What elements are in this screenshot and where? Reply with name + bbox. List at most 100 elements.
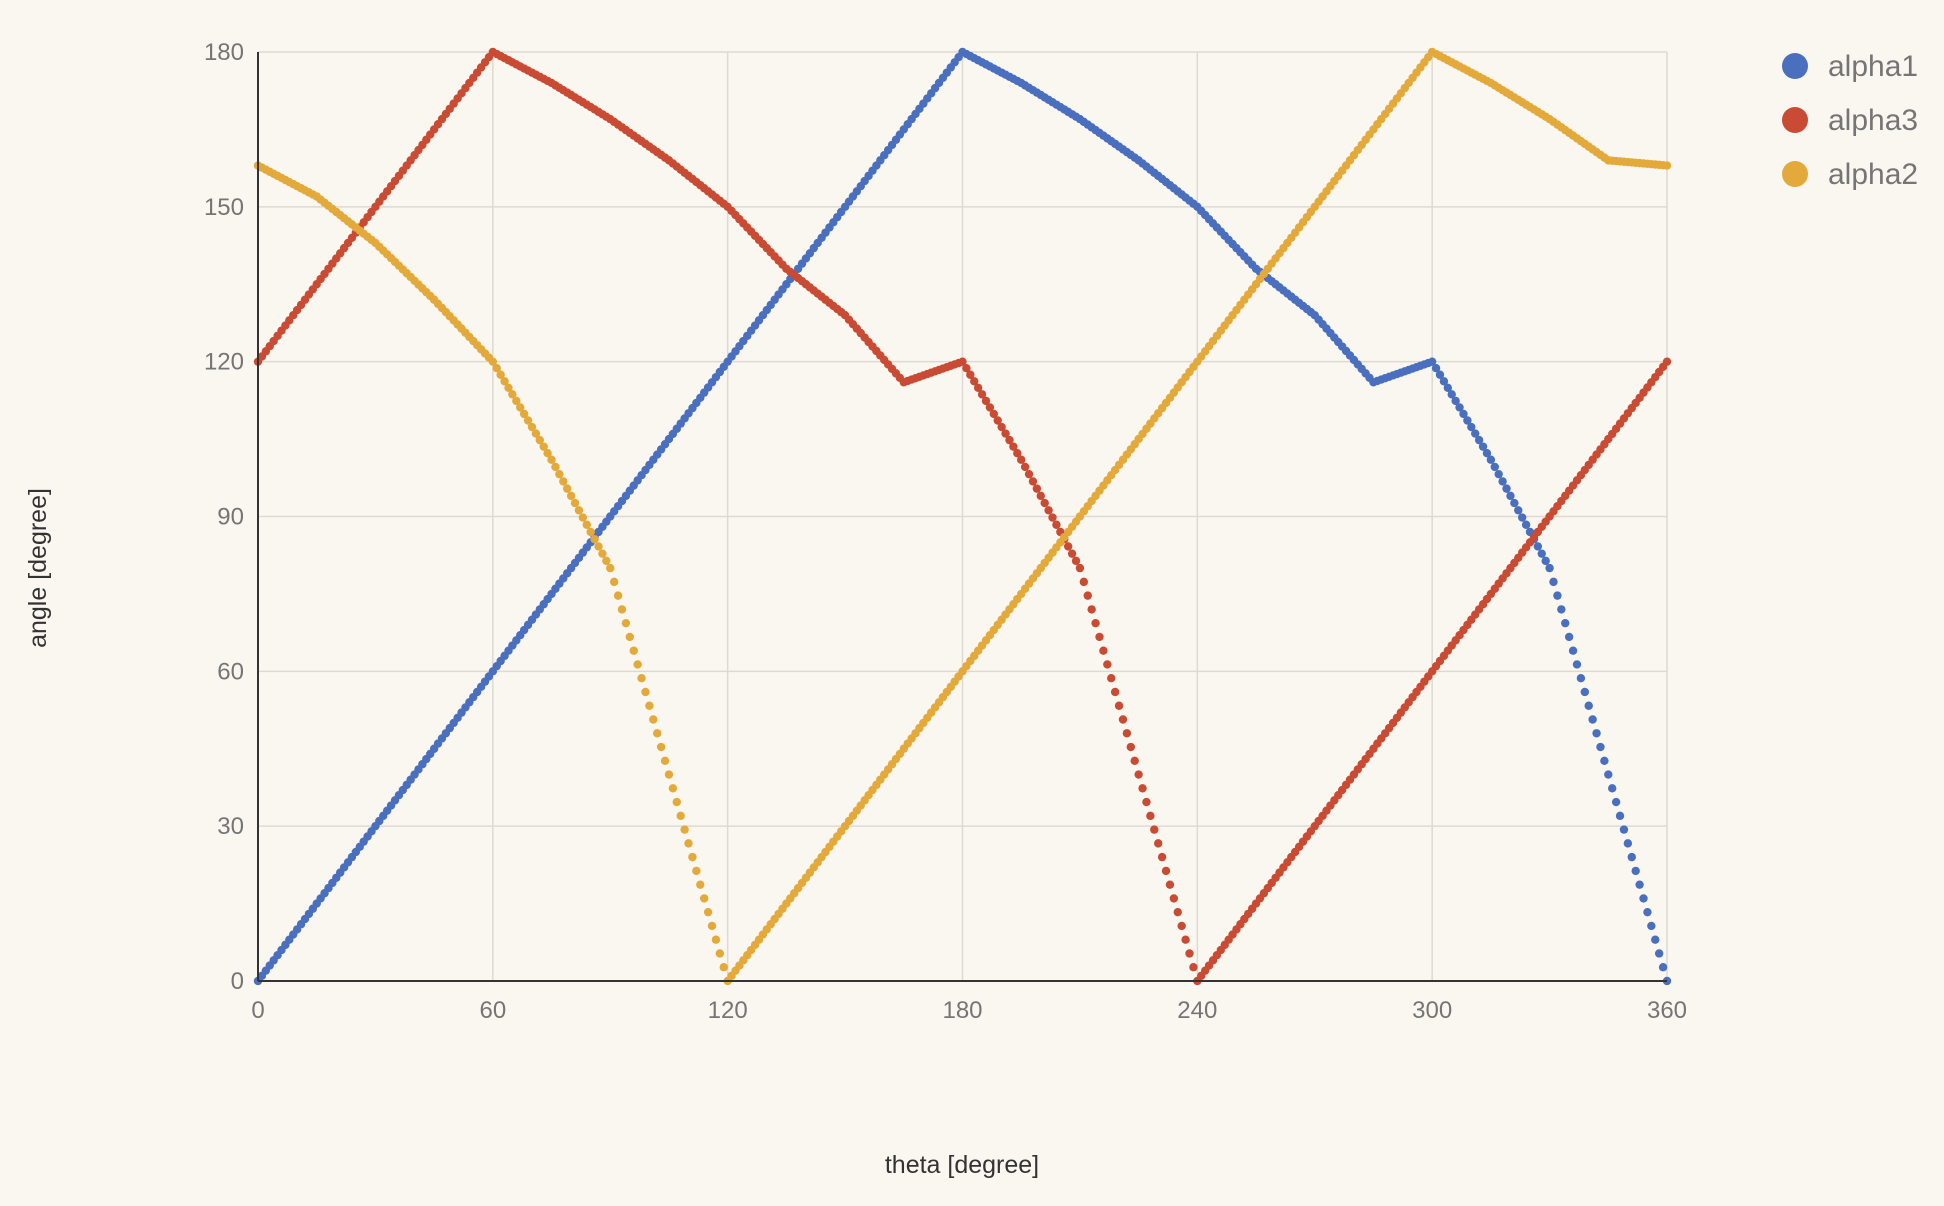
axes: 0 60 120 180 240 300 360 0 30 60 90 120 150 180 — [204, 39, 1687, 1024]
data-point — [1114, 701, 1124, 710]
legend-label-alpha1: alpha1 — [1828, 50, 1918, 83]
data-point — [692, 866, 701, 876]
data-point — [633, 660, 642, 669]
data-point — [1510, 498, 1519, 508]
data-point — [1517, 513, 1527, 522]
data-point — [1118, 715, 1128, 724]
data-point — [1588, 715, 1597, 724]
data-point — [1561, 618, 1570, 628]
data-point — [696, 880, 705, 889]
data-point — [625, 632, 635, 642]
data-point — [1545, 563, 1554, 573]
data-point — [1075, 563, 1085, 573]
data-point — [1580, 687, 1590, 697]
legend-marker-alpha1 — [1782, 53, 1808, 79]
y-tick-label: 120 — [204, 349, 244, 376]
data-point — [1658, 963, 1668, 972]
data-point — [570, 498, 580, 508]
data-point — [1052, 520, 1061, 529]
data-point — [1576, 674, 1586, 683]
data-point — [562, 484, 572, 493]
data-point — [1471, 429, 1480, 438]
data-point — [1615, 811, 1625, 821]
data-point — [1647, 921, 1656, 931]
data-point — [519, 409, 529, 419]
data-point — [1584, 701, 1593, 710]
data-point — [1651, 935, 1660, 944]
x-tick-label: 180 — [942, 997, 982, 1024]
data-point — [598, 549, 607, 558]
data-point — [1087, 605, 1096, 614]
x-axis-title: theta [degree] — [885, 1151, 1039, 1179]
grid — [258, 51, 1668, 981]
data-point — [1427, 357, 1437, 366]
data-point — [1048, 513, 1057, 522]
data-point — [1157, 852, 1167, 862]
plot-area — [253, 47, 1672, 986]
data-point — [699, 894, 709, 903]
legend: alpha1 alpha3 alpha2 — [1782, 50, 1918, 191]
data-point — [504, 383, 513, 393]
y-tick-label: 60 — [217, 658, 244, 685]
data-point — [1134, 770, 1143, 779]
data-point — [1020, 462, 1030, 472]
data-point — [645, 701, 654, 710]
data-point — [664, 770, 674, 779]
data-point — [1478, 442, 1488, 451]
data-point — [1173, 907, 1182, 917]
data-point — [1161, 866, 1171, 876]
data-point — [703, 907, 713, 917]
legend-label-alpha3: alpha3 — [1828, 104, 1918, 137]
x-tick-label: 360 — [1647, 997, 1687, 1024]
data-point — [1439, 377, 1449, 386]
data-point — [1541, 556, 1550, 566]
data-point — [993, 416, 1002, 425]
data-point — [1455, 403, 1464, 412]
data-point — [1564, 632, 1574, 642]
data-point — [1494, 469, 1503, 479]
data-point — [977, 390, 987, 399]
data-point — [1486, 455, 1496, 464]
data-point — [672, 797, 681, 807]
data-point — [1557, 605, 1566, 614]
data-point — [958, 357, 967, 366]
data-point — [715, 949, 725, 958]
data-point — [547, 455, 556, 464]
data-point — [1514, 506, 1523, 515]
data-point — [707, 921, 717, 931]
y-tick-label: 90 — [217, 504, 244, 531]
data-point — [1643, 907, 1652, 917]
data-point — [539, 442, 548, 451]
data-point — [1631, 866, 1640, 876]
data-point — [1177, 921, 1186, 931]
data-point — [555, 469, 564, 479]
data-point — [656, 742, 666, 752]
data-point — [1036, 491, 1045, 501]
data-point — [512, 396, 521, 406]
data-point — [1138, 784, 1147, 793]
data-point — [676, 811, 685, 821]
data-point — [1040, 498, 1049, 508]
data-point — [649, 715, 658, 724]
data-point — [1451, 396, 1460, 406]
data-point — [1447, 390, 1456, 399]
data-point — [1608, 784, 1617, 793]
data-point — [1067, 549, 1077, 558]
data-point — [711, 935, 721, 944]
data-point — [1611, 797, 1621, 807]
y-tick-label: 30 — [217, 813, 244, 840]
data-point — [559, 477, 568, 486]
data-point — [1549, 577, 1558, 587]
data-point — [1130, 756, 1139, 765]
data-point — [962, 364, 971, 373]
data-point — [653, 729, 662, 738]
legend-label-alpha2: alpha2 — [1828, 158, 1918, 191]
data-point — [1654, 949, 1664, 958]
data-point — [1063, 542, 1073, 551]
data-point — [1521, 520, 1531, 529]
data-point — [1024, 469, 1034, 479]
series-alpha3 — [253, 47, 1672, 986]
data-point — [1091, 618, 1100, 628]
data-point — [1463, 416, 1472, 425]
